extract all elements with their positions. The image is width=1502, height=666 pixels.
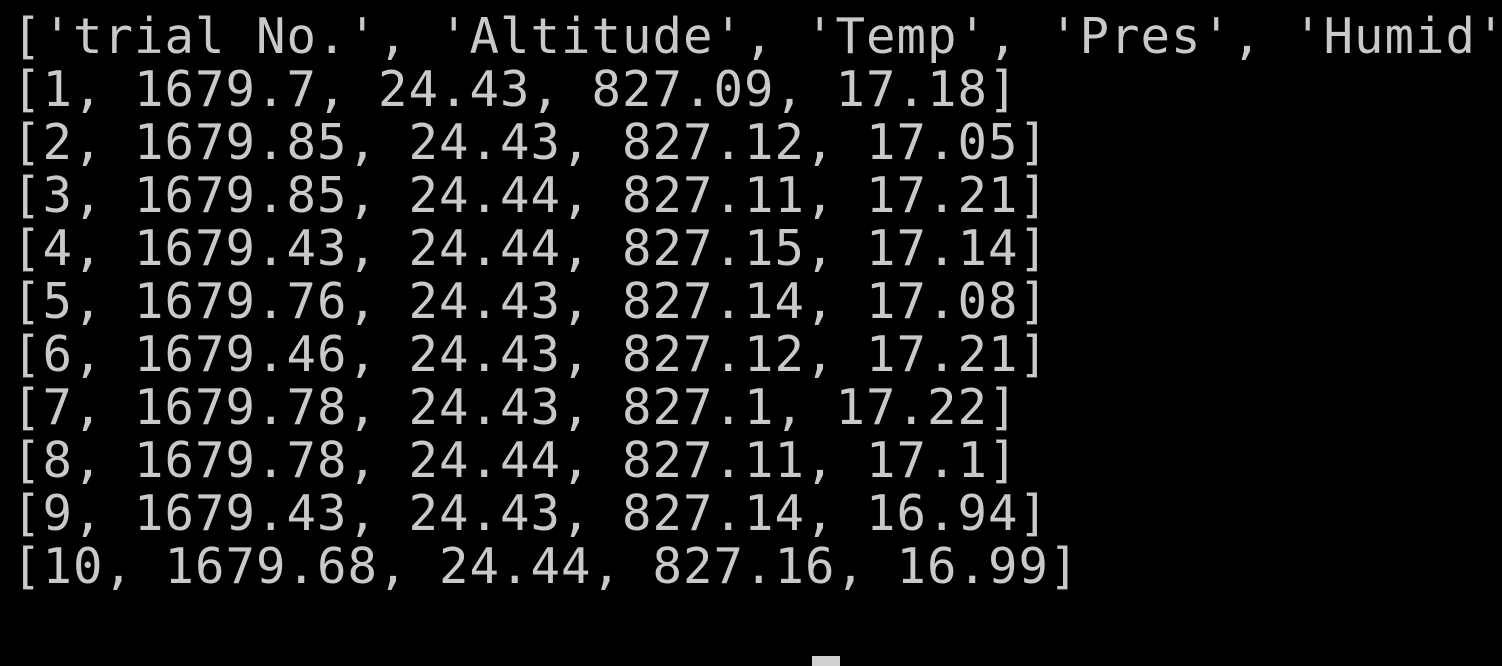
terminal-line-row-3: [3, 1679.85, 24.44, 827.11, 17.21] xyxy=(12,167,1050,224)
terminal-line-row-8: [8, 1679.78, 24.44, 827.11, 17.1] xyxy=(12,432,1019,489)
terminal-line-row-9: [9, 1679.43, 24.43, 827.14, 16.94] xyxy=(12,485,1050,542)
terminal-line-header: ['trial No.', 'Altitude', 'Temp', 'Pres'… xyxy=(12,8,1502,65)
terminal-line-row-5: [5, 1679.76, 24.43, 827.14, 17.08] xyxy=(12,273,1050,330)
terminal-line-row-10: [10, 1679.68, 24.44, 827.16, 16.99] xyxy=(12,538,1080,595)
terminal-line-row-4: [4, 1679.43, 24.44, 827.15, 17.14] xyxy=(12,220,1050,277)
terminal-line-row-2: [2, 1679.85, 24.43, 827.12, 17.05] xyxy=(12,114,1050,171)
terminal-line-row-1: [1, 1679.7, 24.43, 827.09, 17.18] xyxy=(12,61,1019,118)
terminal-line-row-6: [6, 1679.46, 24.43, 827.12, 17.21] xyxy=(12,326,1050,383)
terminal-line-row-7: [7, 1679.78, 24.43, 827.1, 17.22] xyxy=(12,379,1019,436)
terminal-cursor xyxy=(812,656,840,666)
